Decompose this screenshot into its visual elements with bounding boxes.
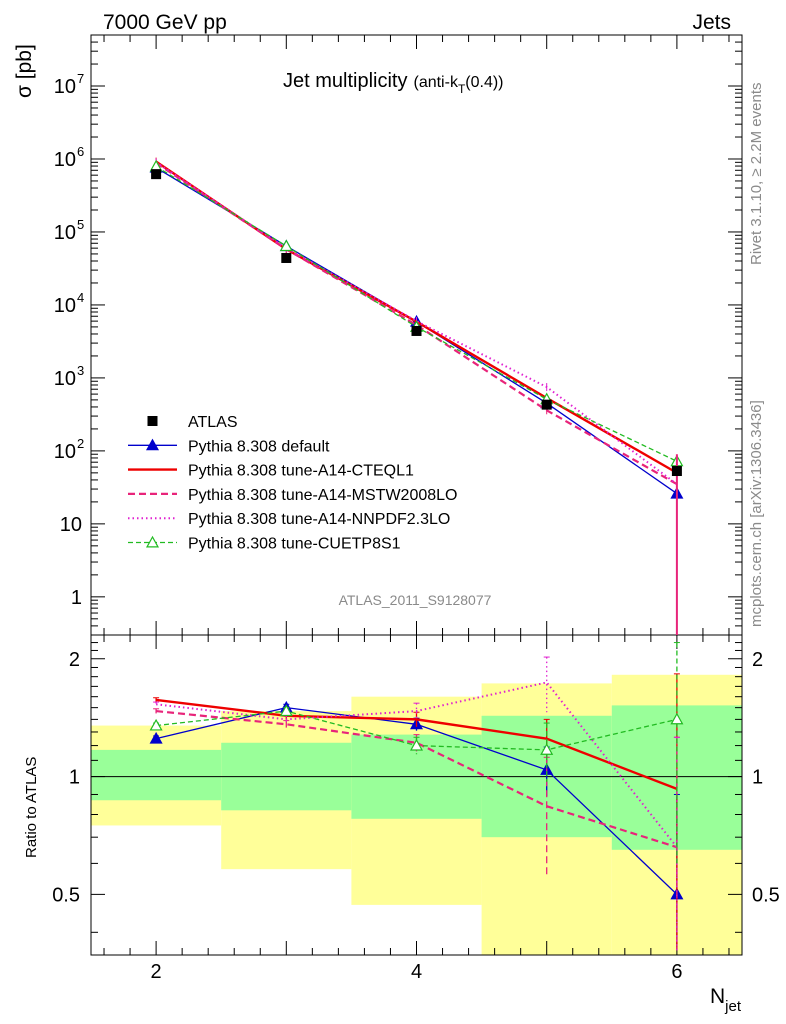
ratio-series bbox=[149, 642, 684, 951]
y-tick-exponent: 3 bbox=[77, 363, 84, 378]
y-tick-label: 10 bbox=[54, 368, 76, 390]
ratio-point-4 bbox=[670, 712, 684, 725]
analysis-id: ATLAS_2011_S9128077 bbox=[339, 592, 492, 608]
y-tick-label: 10 bbox=[54, 441, 76, 463]
ratio-point-4 bbox=[409, 738, 424, 751]
ratio-line-3 bbox=[155, 681, 678, 848]
y-tick-label: 10 bbox=[54, 149, 76, 171]
data-point bbox=[541, 399, 552, 410]
x-tick-label: 4 bbox=[411, 961, 422, 983]
y-tick-label: 10 bbox=[54, 76, 76, 98]
ratio-point-4 bbox=[540, 743, 554, 755]
data-point bbox=[671, 466, 682, 477]
series-point-4 bbox=[279, 239, 293, 252]
y-tick-exponent: 5 bbox=[77, 217, 84, 232]
legend-label: ATLAS bbox=[188, 414, 238, 431]
legend-label-3: Pythia 8.308 tune-A14-NNPDF2.3LO bbox=[188, 511, 450, 528]
x-tick-label: 6 bbox=[671, 961, 682, 983]
legend-label-0: Pythia 8.308 default bbox=[188, 438, 330, 455]
ratio-tick-label-left: 2 bbox=[69, 649, 80, 671]
legend-label-1: Pythia 8.308 tune-A14-CTEQL1 bbox=[188, 463, 414, 480]
chart-title: Jet multiplicity (anti-kT(0.4)) bbox=[283, 70, 504, 96]
rivet-version: Rivet 3.1.10, ≥ 2.2M events bbox=[748, 83, 765, 266]
ratio-point-4 bbox=[149, 718, 163, 731]
series-line-3 bbox=[155, 161, 678, 485]
y-tick-exponent: 2 bbox=[77, 436, 84, 451]
x-axis-label: Njet bbox=[710, 985, 742, 1015]
y-tick-label: 10 bbox=[54, 295, 76, 317]
x-tick-label: 2 bbox=[151, 961, 162, 983]
y-tick-exponent: 4 bbox=[77, 290, 84, 305]
y-tick-exponent: 6 bbox=[77, 144, 84, 159]
ratio-point-4 bbox=[279, 704, 293, 717]
y-tick-exponent: 7 bbox=[77, 71, 84, 86]
ratio-tick-label-left: 1 bbox=[69, 767, 80, 789]
legend-marker bbox=[147, 416, 158, 426]
data-point bbox=[411, 325, 422, 336]
legend-label-2: Pythia 8.308 tune-A14-MSTW2008LO bbox=[188, 487, 457, 504]
ratio-point-0 bbox=[149, 731, 163, 744]
y-tick-label: 1 bbox=[71, 587, 82, 609]
legend-marker-4 bbox=[145, 535, 160, 548]
ratio-tick-label-right: 1 bbox=[752, 767, 763, 789]
band-green-0 bbox=[91, 749, 222, 801]
y-axis-label-ratio: Ratio to ATLAS bbox=[23, 757, 40, 858]
legend-label-4: Pythia 8.308 tune-CUETP8S1 bbox=[188, 536, 401, 553]
legend: ATLAS Pythia 8.308 default Pythia 8.308 tu… bbox=[128, 414, 457, 553]
y-axis-label-main: σ [pb] bbox=[13, 44, 36, 98]
ratio-tick-label-left: 0.5 bbox=[52, 884, 80, 906]
legend-marker-0 bbox=[145, 438, 160, 451]
data-point bbox=[151, 169, 162, 180]
main-series bbox=[149, 157, 684, 635]
ratio-line-2 bbox=[155, 709, 678, 849]
header-right: Jets bbox=[692, 11, 731, 34]
ratio-tick-label-right: 0.5 bbox=[752, 884, 780, 906]
ratio-tick-label-right: 2 bbox=[752, 649, 763, 671]
y-tick-label: 10 bbox=[54, 222, 76, 244]
header-left: 7000 GeV pp bbox=[103, 11, 227, 34]
mcplots-ref: mcplots.cern.ch [arXiv:1306.3436] bbox=[748, 400, 765, 627]
data-point bbox=[281, 252, 292, 263]
y-tick-label: 10 bbox=[60, 514, 82, 536]
